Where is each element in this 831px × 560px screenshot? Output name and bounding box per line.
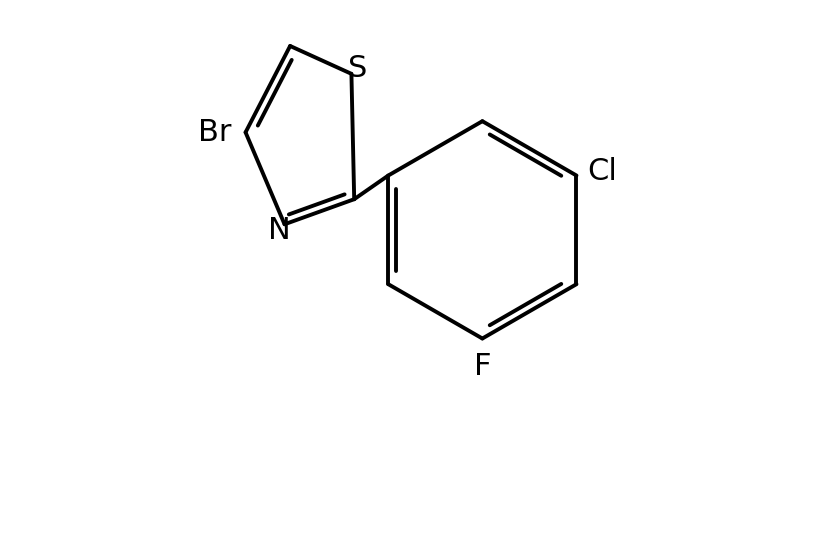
Text: S: S <box>348 54 368 83</box>
Text: Br: Br <box>198 118 232 147</box>
Text: Cl: Cl <box>588 157 617 185</box>
Text: N: N <box>268 217 290 245</box>
Text: F: F <box>474 352 491 381</box>
